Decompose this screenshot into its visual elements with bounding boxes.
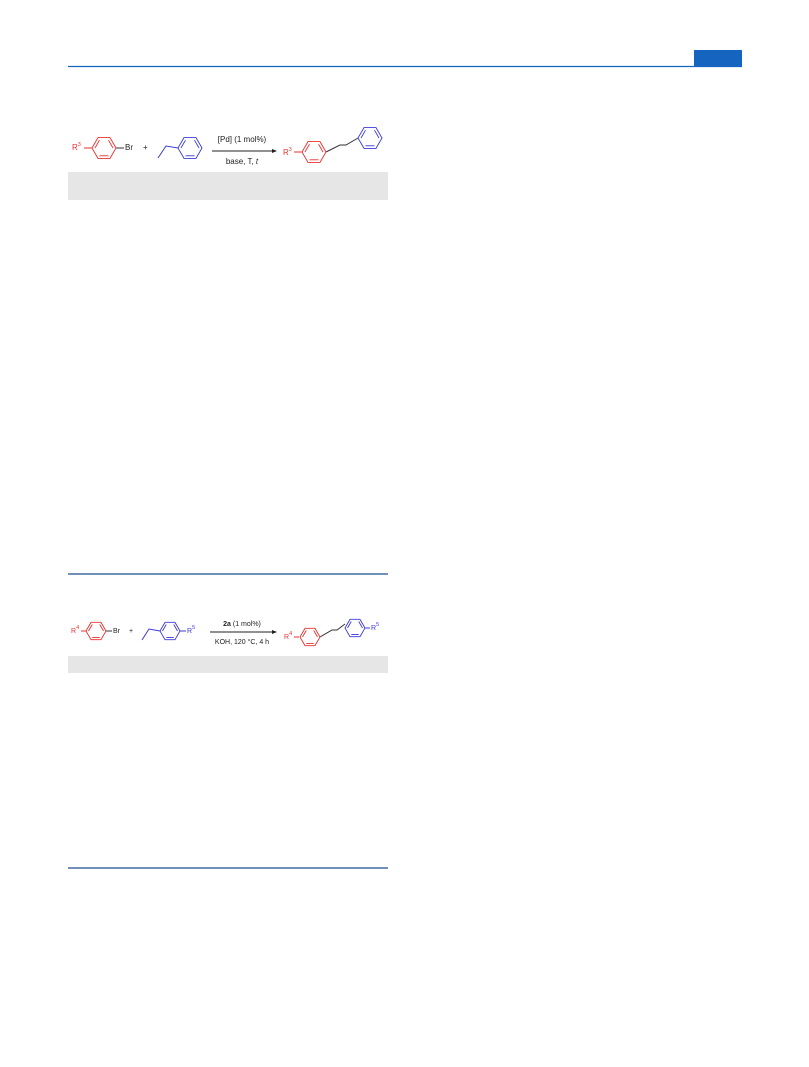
double-bond	[374, 129, 380, 139]
conditions-text: base, T,	[226, 157, 256, 166]
plus: +	[143, 143, 148, 152]
r-group: R3	[72, 142, 81, 152]
r-group: R4	[71, 625, 79, 634]
conditions: [Pd] (1 mol%)	[218, 135, 267, 144]
header-tab	[694, 50, 742, 66]
double-bond	[304, 143, 310, 153]
double-bond	[358, 621, 363, 629]
ring-outline	[357, 127, 383, 149]
benzene-ring	[85, 621, 107, 641]
benzene-ring	[91, 137, 117, 159]
double-bond	[360, 129, 366, 139]
arrow-head	[272, 149, 277, 153]
plus: +	[129, 628, 133, 635]
r-label: R	[72, 143, 78, 152]
double-bond	[162, 624, 167, 632]
vinyl	[319, 623, 346, 638]
r-label: R	[187, 628, 192, 635]
ring-outline	[299, 627, 321, 647]
ring-outline	[177, 137, 203, 159]
ring-outline	[91, 137, 117, 159]
r-sup: 3	[78, 142, 81, 148]
leaving-group: Br	[113, 628, 121, 635]
double-bond	[108, 139, 114, 149]
ring-outline	[85, 621, 107, 641]
double-bond	[173, 624, 178, 632]
r-sup: 4	[289, 631, 292, 637]
double-bond	[94, 139, 100, 149]
r-label: R	[371, 625, 376, 632]
scheme-1: R3 Br + [Pd] (1 mol%) base, T, t R3	[72, 135, 359, 166]
catalyst-loading: (1 mol%)	[231, 621, 261, 628]
conditions: KOH, 120 °C, 4 h	[215, 638, 269, 646]
benzene-ring	[344, 618, 366, 638]
double-bond	[347, 621, 352, 629]
leaving-group: Br	[125, 143, 133, 152]
vinyl	[325, 137, 359, 153]
double-bond	[194, 139, 200, 149]
scheme-2: R4 Br + R5 2a (1 mol%) KOH, 120 °C, 4 h …	[71, 621, 379, 646]
conditions-time: t	[256, 157, 259, 166]
double-bond	[302, 630, 307, 638]
ring-outline	[301, 141, 327, 163]
r-label: R	[284, 634, 289, 641]
catalyst: 2a	[223, 621, 231, 628]
table-header-band	[68, 656, 388, 673]
r-group: R3	[283, 147, 292, 157]
r-group: R4	[284, 631, 292, 640]
vinyl	[157, 145, 179, 159]
double-bond	[88, 624, 93, 632]
benzene-ring	[299, 627, 321, 647]
r-label: R	[283, 148, 289, 157]
ring-outline	[344, 618, 366, 638]
double-bond	[318, 143, 324, 153]
vinyl	[141, 628, 161, 641]
benzene-ring	[177, 137, 203, 159]
conditions: base, T, t	[226, 157, 259, 166]
benzene-ring	[357, 127, 383, 149]
r-group: R5	[371, 622, 379, 631]
r-sup: 3	[289, 147, 292, 153]
ring-outline	[159, 621, 181, 641]
r-sup: 5	[376, 622, 379, 628]
r-group: R5	[187, 625, 195, 634]
table-header-band	[68, 172, 388, 200]
double-bond	[99, 624, 104, 632]
benzene-ring	[159, 621, 181, 641]
benzene-ring	[301, 141, 327, 163]
double-bond	[180, 139, 186, 149]
double-bond	[313, 630, 318, 638]
r-label: R	[71, 628, 76, 635]
r-sup: 5	[192, 625, 195, 631]
arrow-head	[272, 630, 277, 634]
r-sup: 4	[76, 625, 79, 631]
conditions: 2a (1 mol%)	[223, 621, 261, 628]
